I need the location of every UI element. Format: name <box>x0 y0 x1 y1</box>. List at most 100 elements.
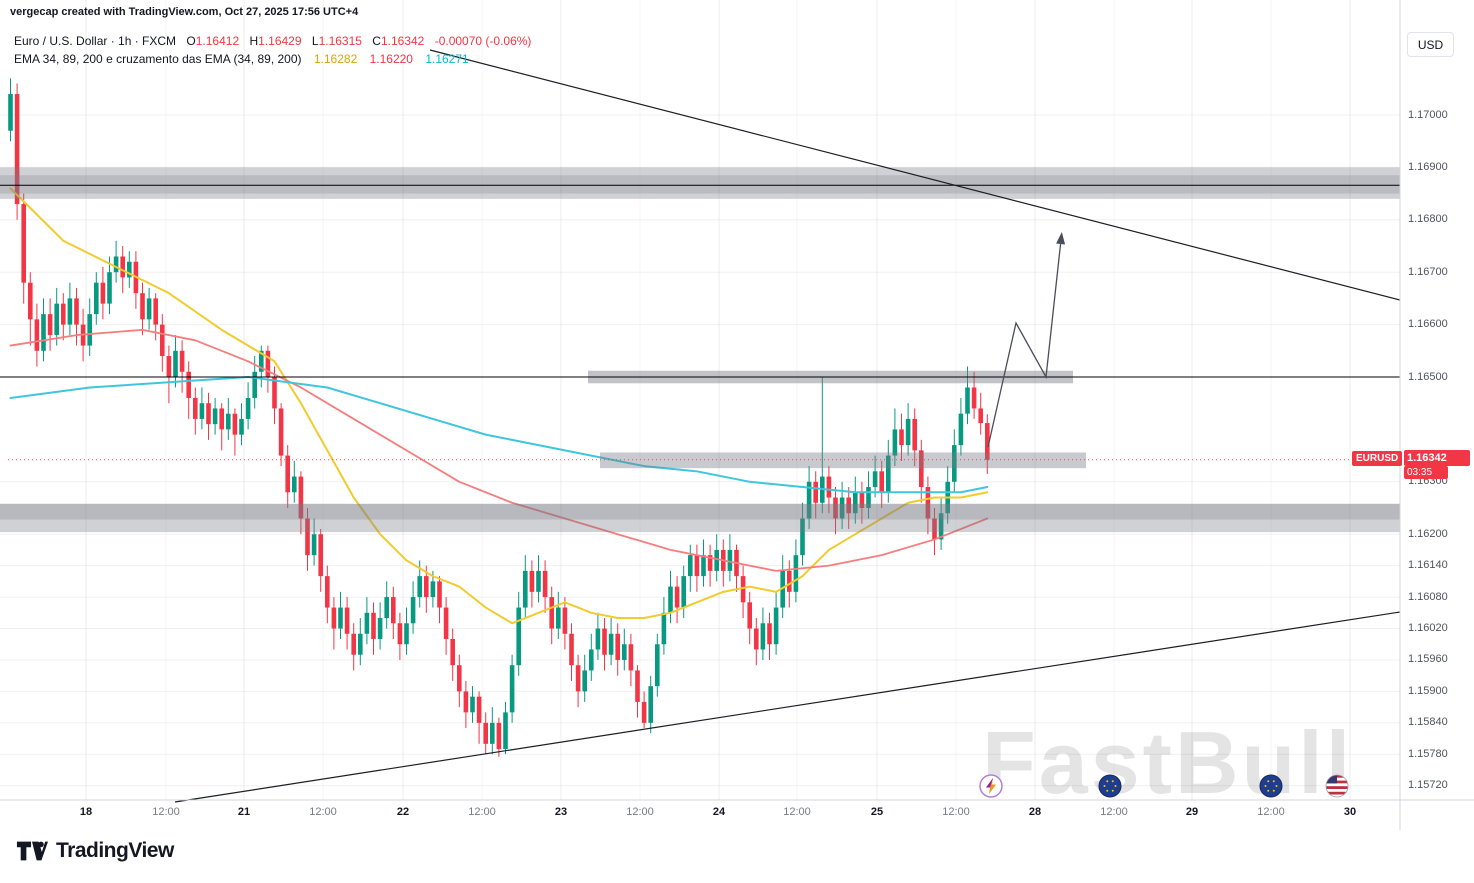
red-stripes-event-icon[interactable] <box>1325 774 1349 798</box>
candle-body <box>153 298 158 325</box>
candle-body <box>140 293 145 320</box>
candle-body <box>87 314 92 346</box>
candle-body <box>252 371 257 398</box>
candle-body <box>325 576 330 608</box>
flash-event-icon[interactable] <box>979 774 1003 798</box>
indicator-legend[interactable]: EMA 34, 89, 200 e cruzamento das EMA (34… <box>14 52 469 66</box>
candle-body <box>305 518 310 556</box>
candle-body <box>826 476 832 498</box>
candle-body <box>813 481 818 503</box>
candle-body <box>206 403 211 425</box>
candle-body <box>542 570 548 598</box>
candle-body <box>245 397 251 419</box>
candle-body <box>160 324 165 357</box>
candle-body <box>94 282 99 315</box>
candle-body <box>978 408 983 424</box>
candle-body <box>892 429 898 456</box>
sr-zone[interactable] <box>0 175 1400 194</box>
candle-body <box>688 555 693 577</box>
time-tick-label: 12:00 <box>1100 806 1128 818</box>
candle-body <box>958 413 964 446</box>
candle-body <box>569 633 574 666</box>
candle-body <box>582 670 587 692</box>
blue-globe-event-icon[interactable] <box>1259 774 1283 798</box>
candle-body <box>298 476 304 519</box>
candle-body <box>866 487 871 508</box>
candle-body <box>938 513 944 540</box>
candle-body <box>384 597 389 619</box>
candle-body <box>61 303 66 325</box>
price-tick-label: 1.16080 <box>1408 590 1448 603</box>
candle-body <box>846 497 851 514</box>
sr-zone[interactable] <box>0 503 1400 533</box>
candle-body <box>41 314 46 351</box>
candle-body <box>113 256 119 273</box>
price-tick-label: 1.16140 <box>1408 559 1448 572</box>
candle-body <box>285 455 290 493</box>
candle-body <box>21 204 26 283</box>
price-tick-label: 1.15720 <box>1408 779 1448 792</box>
candle-body <box>338 607 343 629</box>
trendline[interactable] <box>429 49 1401 301</box>
sr-zone[interactable] <box>600 452 1086 469</box>
candle-body <box>371 612 376 639</box>
candle-body <box>985 423 990 460</box>
tradingview-logo-icon <box>16 841 48 861</box>
candle-body <box>476 696 482 723</box>
candle-body <box>747 602 752 629</box>
candle-body <box>331 607 337 629</box>
candle-body <box>622 644 627 660</box>
candle-body <box>232 413 238 435</box>
candle-body <box>509 665 515 713</box>
time-tick-label: 18 <box>79 806 93 818</box>
candle-body <box>516 607 521 666</box>
candle-body <box>919 450 924 488</box>
tradingview-footer[interactable]: TradingView <box>16 838 174 864</box>
projection-arrowhead <box>1056 232 1066 245</box>
time-tick-label: 12:00 <box>626 806 654 818</box>
candle-body <box>754 628 759 650</box>
candle-body <box>186 371 191 398</box>
candle-body <box>166 356 172 377</box>
price-tick-label: 1.16200 <box>1408 527 1448 540</box>
price-tick-label: 1.16900 <box>1408 160 1448 173</box>
sr-zone[interactable] <box>0 167 1400 199</box>
ema-34-line[interactable] <box>9 187 989 625</box>
currency-unit-button[interactable]: USD <box>1407 32 1454 57</box>
candle-body <box>404 623 409 645</box>
price-tick-label: 1.17000 <box>1408 108 1448 121</box>
candle-body <box>780 570 785 608</box>
candle-body <box>879 471 884 493</box>
ema-89-line[interactable] <box>9 328 989 572</box>
candle-body <box>318 534 323 577</box>
candle-body <box>839 497 845 519</box>
candle-body <box>589 649 594 671</box>
candle-body <box>212 408 218 425</box>
candle-body <box>912 418 917 451</box>
trendline[interactable] <box>174 611 1401 803</box>
candle-body <box>146 298 152 320</box>
time-tick-label: 12:00 <box>309 806 337 818</box>
projection-arrow[interactable] <box>987 239 1062 448</box>
fastbull-watermark: FastBull <box>982 713 1354 812</box>
ema-200-line[interactable] <box>9 376 989 494</box>
time-tick-label: 12:00 <box>783 806 811 818</box>
candle-body <box>34 319 40 351</box>
time-axis[interactable]: 18 12:00 21 12:00 22 12:00 23 12:00 24 12:00 25 12:… <box>0 800 1400 830</box>
candle-body <box>54 303 59 336</box>
candle-body <box>727 549 733 571</box>
candle-body <box>971 387 977 409</box>
candle-body <box>925 487 931 519</box>
candle-body <box>265 350 271 377</box>
candle-body <box>608 633 614 655</box>
symbol-title[interactable]: Euro / U.S. Dollar · 1h · FXCM <box>14 34 177 48</box>
candle-body <box>767 623 772 645</box>
blue-globe-event-icon[interactable] <box>1098 774 1122 798</box>
price-tick-label: 1.15840 <box>1408 716 1448 729</box>
time-tick-label: 24 <box>712 806 726 818</box>
candle-body <box>437 581 442 608</box>
candle-body <box>872 471 878 488</box>
sr-zone[interactable] <box>0 503 1400 520</box>
price-axis[interactable]: 1.17000 1.16900 1.16800 1.16700 1.16600 1.165… <box>1400 0 1474 800</box>
